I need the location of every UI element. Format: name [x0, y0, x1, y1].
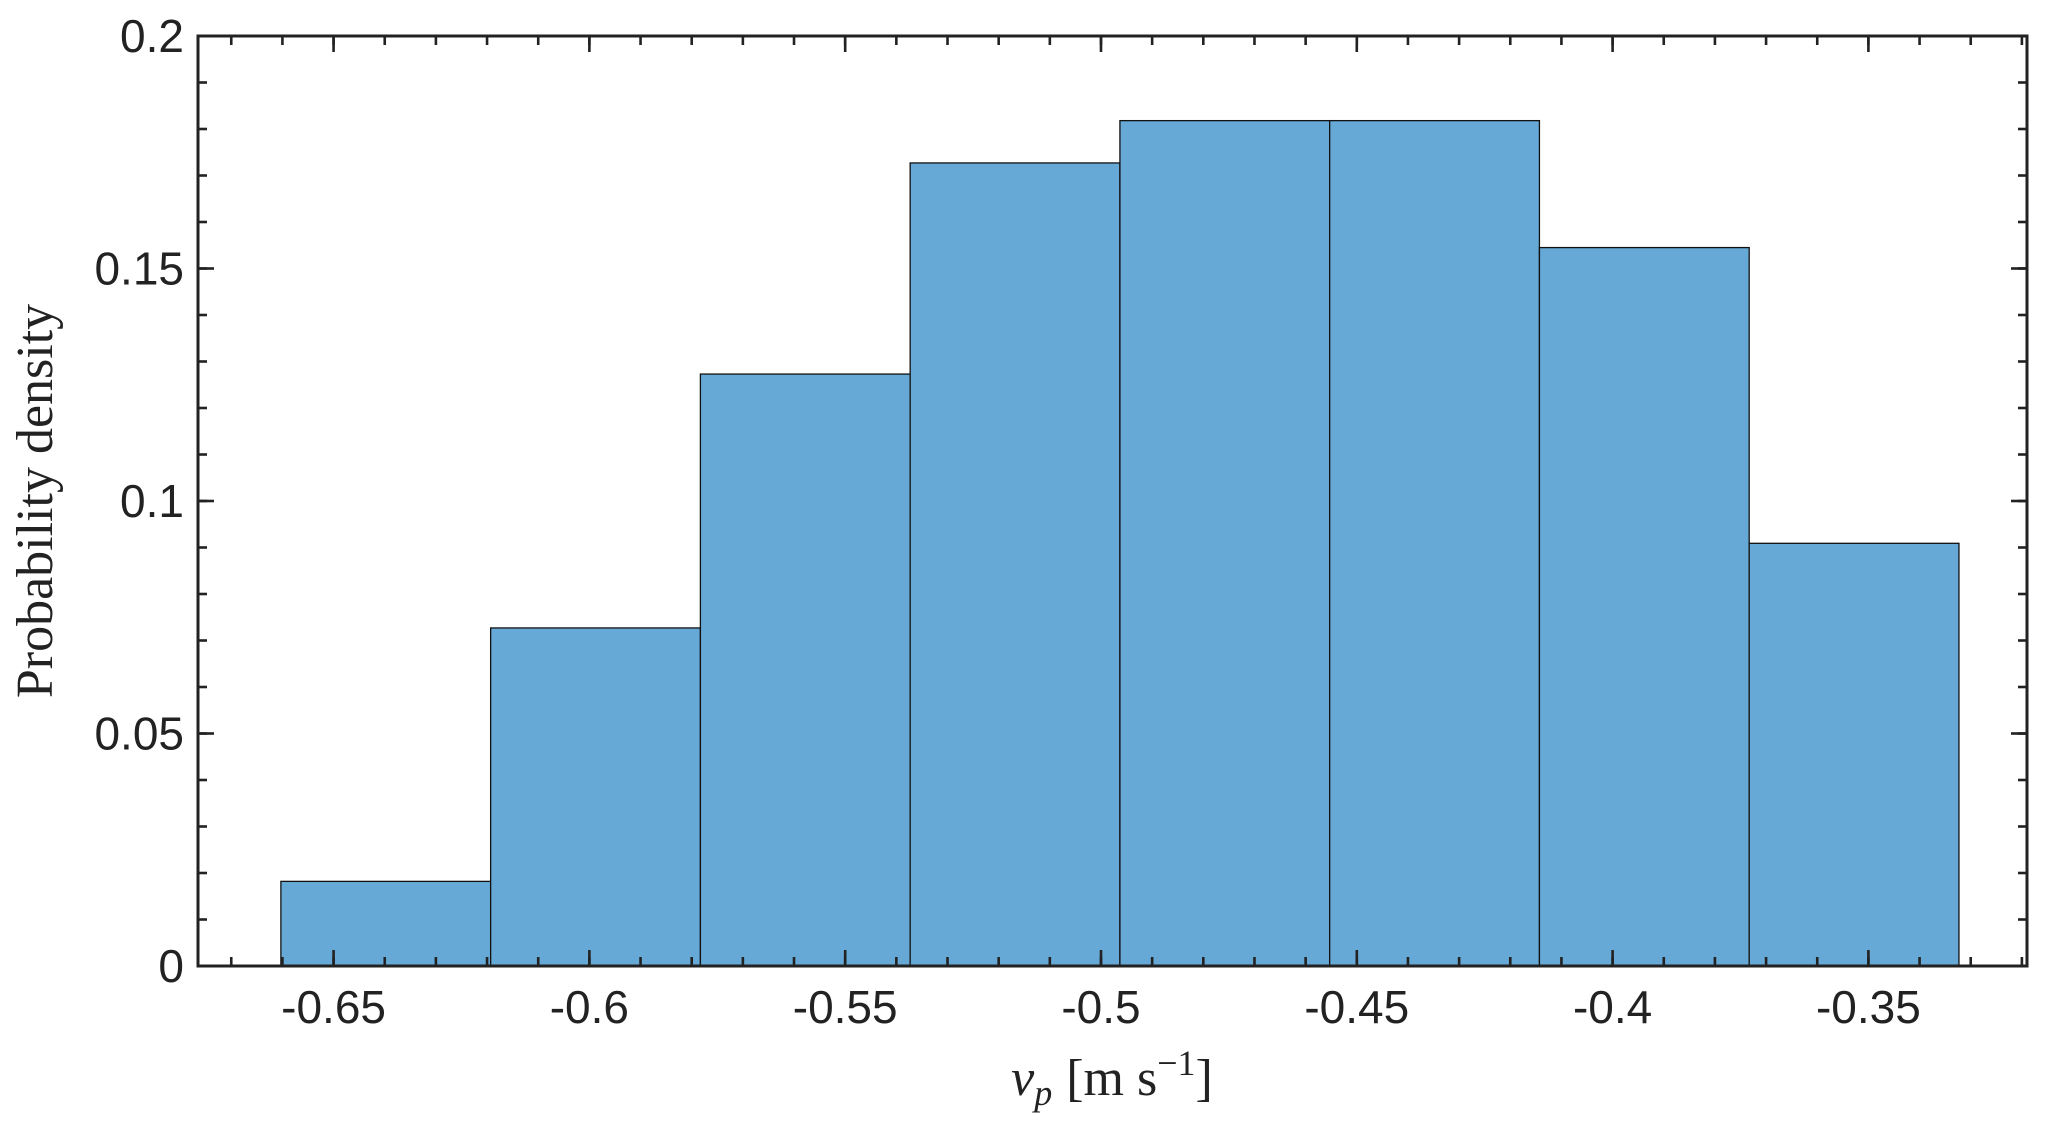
x-tick-label: -0.4: [1573, 981, 1652, 1033]
x-tick-label: -0.35: [1816, 981, 1921, 1033]
bar: [1119, 119, 1331, 967]
x-axis-label: vp [m s−1]: [1011, 1043, 1213, 1113]
x-tick-label: -0.5: [1061, 981, 1140, 1033]
bar: [1538, 246, 1750, 967]
x-label-subscript: p: [1031, 1073, 1052, 1113]
plot-frame: [196, 34, 2029, 968]
x-tick-label: -0.65: [281, 981, 386, 1033]
x-tick-label: -0.45: [1304, 981, 1409, 1033]
bar: [489, 627, 702, 967]
y-tick-label: 0.15: [94, 243, 184, 295]
x-label-unit: [m s: [1066, 1050, 1157, 1107]
y-tick-label: 0.05: [94, 708, 184, 760]
x-tick-label: -0.55: [793, 981, 898, 1033]
x-label-exponent: −1: [1157, 1043, 1195, 1083]
bar: [699, 373, 911, 967]
x-tick-label: -0.6: [550, 981, 629, 1033]
x-label-close: ]: [1196, 1050, 1213, 1107]
bar: [1748, 542, 1960, 967]
bar: [1329, 119, 1541, 967]
y-tick-label: 0.2: [120, 10, 184, 62]
bar: [909, 162, 1121, 967]
y-tick-label: 0: [158, 940, 184, 992]
y-tick-label: 0.1: [120, 475, 184, 527]
bar: [280, 880, 492, 967]
y-axis-label: Probability density: [7, 304, 64, 698]
x-label-variable: v: [1011, 1050, 1035, 1107]
